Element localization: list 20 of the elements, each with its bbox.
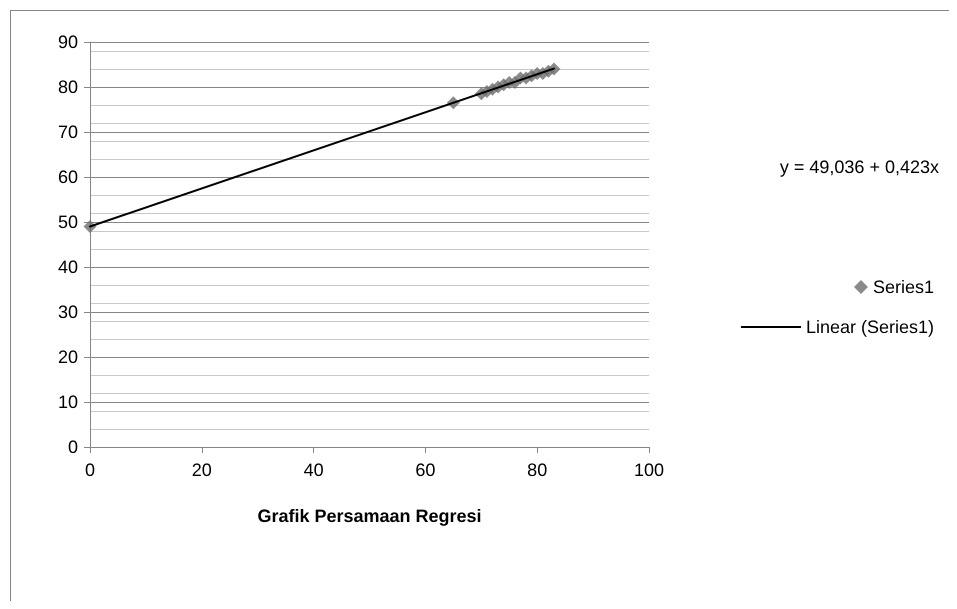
x-tick-label: 60 [415,460,436,480]
y-tick-label: 40 [58,257,78,277]
y-tick-label: 60 [58,167,78,187]
y-tick-label: 10 [58,392,78,412]
legend-label: Linear (Series1) [806,317,934,337]
y-tick-label: 20 [58,347,78,367]
x-tick-label: 80 [527,460,548,480]
x-tick-label: 40 [304,460,324,480]
y-tick-label: 90 [58,32,78,52]
y-tick-label: 70 [58,122,78,142]
x-tick-label: 100 [634,460,664,480]
y-tick-label: 0 [68,437,78,457]
y-tick-label: 50 [58,212,78,232]
legend-label: Series1 [872,277,934,297]
x-tick-label: 20 [192,460,212,480]
y-tick-label: 30 [58,302,78,322]
y-tick-label: 80 [58,77,78,97]
text: y = 49,036 + 0,423x [780,157,940,177]
x-axis-title: Grafik Persamaan Regresi [257,506,482,526]
x-tick-label: 0 [84,460,96,480]
